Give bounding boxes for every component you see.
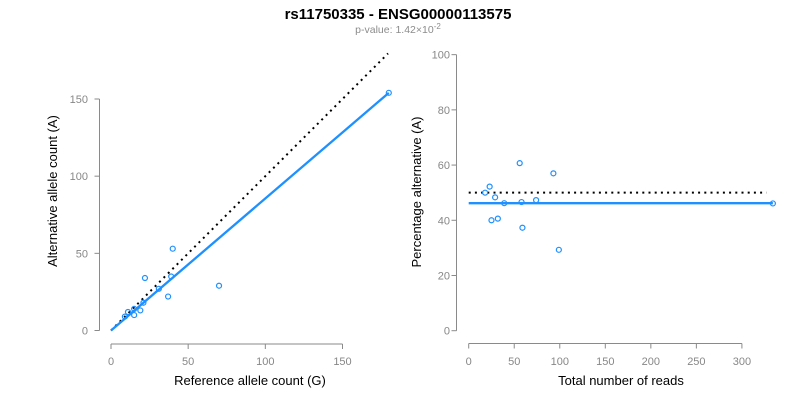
generated-plot-layer: 0 50 100 150 0 50 100 150 0 50 100 150 200 250 300 0 20 4… [70,50,776,368]
data-point [141,274,149,282]
data-point [519,224,526,231]
y-tick-label: 80 [438,105,450,117]
right-plot-yaxis-title: Percentage alternative (A) [409,116,424,267]
figure-subtitle: p-value: 1.42×10-2 [355,22,441,36]
x-tick-label: 0 [466,356,472,368]
x-tick-label: 0 [108,356,114,368]
x-tick-label: 250 [687,356,705,368]
data-point [165,293,172,300]
data-point [137,307,144,314]
data-point [385,89,392,96]
data-point [169,245,176,252]
left-plot-yaxis-title: Alternative allele count (A) [45,115,60,267]
data-point [488,217,495,224]
y-tick-label: 150 [70,94,88,106]
data-point [481,189,489,196]
left-plot-xaxis-title: Reference allele count (G) [174,373,326,388]
x-tick-label: 100 [551,356,569,368]
data-point [124,308,132,316]
identity-dotted-line [110,52,389,332]
percentage-alternative-plot: 0 50 100 150 200 250 300 0 20 40 60 80 100 [432,50,776,368]
y-tick-label: 50 [76,248,88,260]
x-tick-label: 150 [333,356,351,368]
y-tick-label: 100 [70,171,88,183]
data-point [769,200,776,207]
data-point [486,183,493,190]
y-tick-label: 100 [432,50,450,62]
right-plot-xaxis-title: Total number of reads [558,373,684,388]
data-point [494,215,501,222]
data-point [121,313,128,320]
figure-title: rs11750335 - ENSG00000113575 [285,6,512,23]
y-tick-label: 40 [438,215,450,227]
p-value-exponent: -2 [434,22,442,31]
data-point [501,200,508,207]
data-point [516,160,523,167]
x-tick-label: 200 [642,356,660,368]
data-point [492,194,499,201]
data-point [131,305,138,312]
y-tick-label: 0 [444,326,450,338]
data-point [155,285,162,292]
data-point [518,198,525,206]
x-tick-label: 100 [256,356,274,368]
fit-solid-line [110,91,390,332]
data-point [131,311,138,319]
x-tick-label: 300 [733,356,751,368]
data-point [140,299,147,306]
x-tick-label: 150 [596,356,614,368]
y-tick-label: 0 [82,326,88,338]
y-tick-label: 60 [438,160,450,172]
x-tick-label: 50 [508,356,520,368]
p-value-text: p-value: 1.42×10 [355,24,434,36]
x-tick-label: 50 [182,356,194,368]
data-point [532,197,540,204]
data-point [215,282,223,289]
data-point [550,170,557,177]
y-tick-label: 20 [438,270,450,282]
data-point [555,246,562,253]
allele-counts-plot: 0 50 100 150 0 50 100 150 [70,52,392,368]
data-point [168,273,175,280]
